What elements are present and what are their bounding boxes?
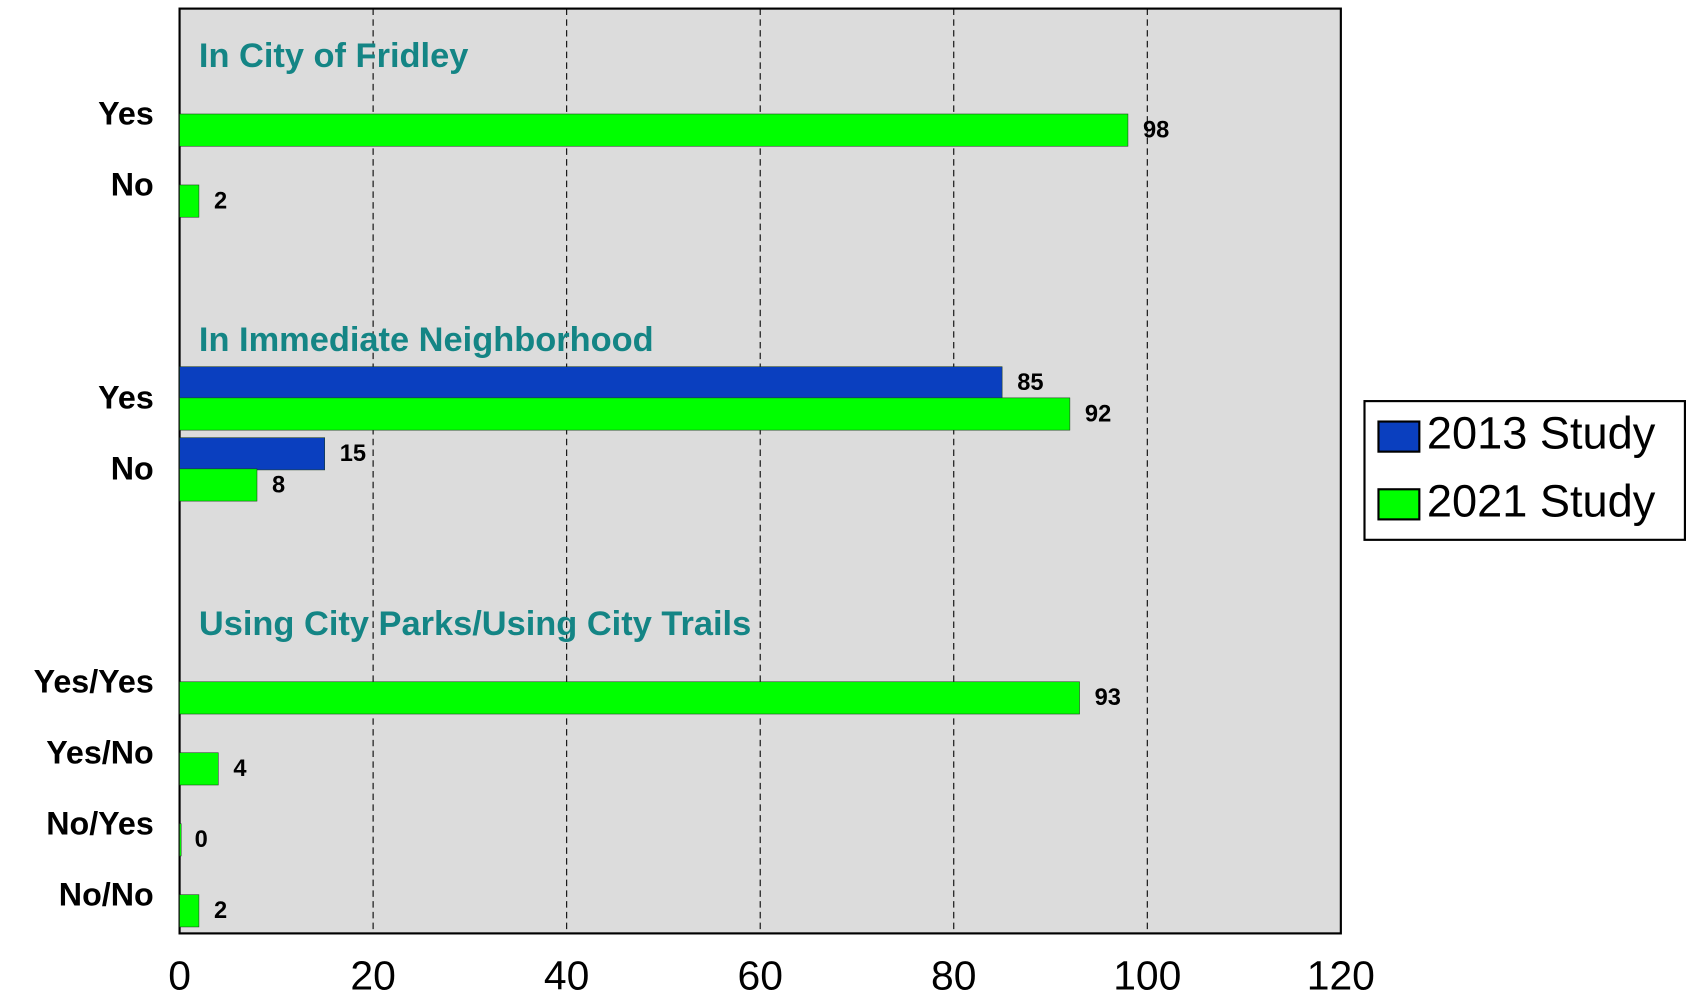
value-label: 8 (272, 472, 285, 498)
bar (179, 113, 1129, 147)
x-tick-label: 60 (737, 952, 782, 998)
legend-label: 2021 Study (1427, 475, 1656, 526)
bar (179, 823, 182, 857)
group-title: In City of Fridley (199, 37, 468, 75)
legend-swatch (1377, 488, 1421, 521)
y-tick-label: No (111, 451, 154, 487)
y-tick-label: No (111, 167, 154, 203)
y-tick-label: Yes (98, 380, 154, 416)
value-label: 15 (340, 441, 366, 467)
bar (179, 752, 219, 786)
grid (372, 8, 1148, 934)
value-label: 85 (1017, 370, 1043, 396)
bar (179, 184, 200, 218)
value-label: 98 (1143, 117, 1169, 143)
legend-swatch (1377, 420, 1421, 453)
x-tick-label: 0 (168, 952, 191, 998)
value-label: 92 (1085, 401, 1111, 427)
x-tick-label: 120 (1307, 952, 1375, 998)
bar (179, 437, 325, 471)
x-tick-label: 20 (350, 952, 395, 998)
value-label: 93 (1095, 685, 1121, 711)
value-label: 4 (233, 756, 247, 782)
bar (179, 366, 1003, 400)
legend-label: 2013 Study (1427, 408, 1656, 459)
bar (179, 894, 200, 928)
y-tick-label: No/Yes (46, 805, 154, 841)
y-tick-label: No/No (59, 876, 154, 912)
marks (179, 113, 1129, 928)
group-title: In Immediate Neighborhood (199, 321, 654, 359)
bar (179, 468, 258, 502)
value-label: 0 (195, 827, 208, 853)
x-tick-label: 100 (1113, 952, 1181, 998)
y-tick-label: Yes/No (46, 734, 154, 770)
group-title: Using City Parks/Using City Trails (199, 605, 751, 643)
x-tick-label: 40 (544, 952, 589, 998)
value-label: 2 (214, 188, 227, 214)
bar (179, 397, 1071, 431)
bar (179, 681, 1080, 715)
x-tick-label: 80 (931, 952, 976, 998)
y-tick-label: Yes (98, 96, 154, 132)
y-tick-label: Yes/Yes (34, 663, 154, 699)
value-label: 2 (214, 898, 227, 924)
